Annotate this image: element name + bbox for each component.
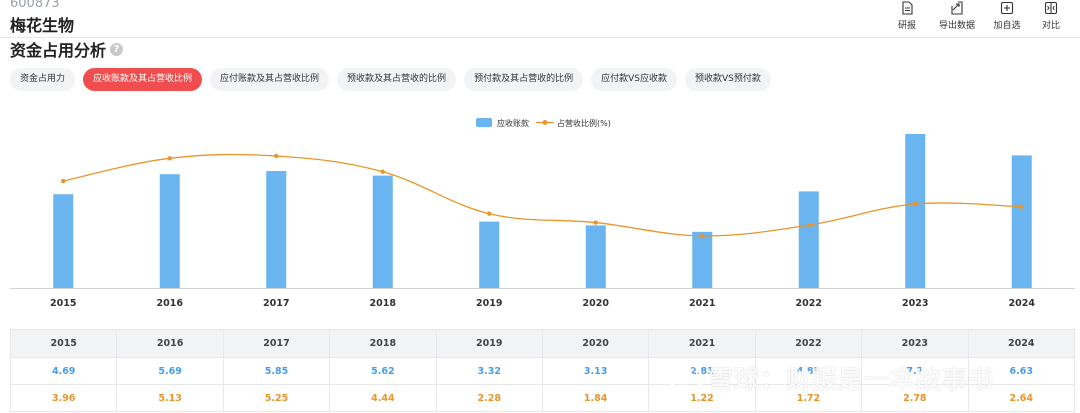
stock-name: 梅花生物	[10, 16, 75, 35]
tab-payables-vs-receivables[interactable]: 应付款VS应收款	[591, 68, 677, 91]
bar-receivables	[692, 231, 713, 288]
table-row-ratio: 3.96 5.13 5.25 4.44 2.28 1.84 1.22 1.72 2.78 2.64	[9, 384, 1076, 412]
table-cell-year: 2017	[222, 329, 331, 358]
table-cell-year: 2021	[648, 329, 756, 358]
data-table: 2015 2016 2017 2018 2019 2020 2021 2022 2023 2024…	[9, 329, 1076, 412]
stock-code: 600873	[10, 0, 60, 11]
table-cell-receivables: 6.63	[967, 357, 1076, 385]
point-ratio	[167, 156, 172, 161]
help-icon[interactable]: ?	[110, 42, 124, 56]
table-cell-ratio: 2.78	[861, 384, 969, 412]
tab-receivables-ratio[interactable]: 应收账款及其占营收比例	[83, 68, 203, 91]
x-tick-label: 2018	[370, 298, 397, 309]
point-ratio	[700, 233, 705, 239]
table-cell-ratio: 2.64	[967, 384, 1076, 412]
table-row-receivables: 4.69 5.69 5.85 5.62 3.32 3.13 2.81 4.83 7.7 6.63	[9, 357, 1076, 385]
table-cell-year: 2019	[435, 329, 543, 358]
compare-icon	[1044, 1, 1058, 15]
tab-advance-receipts-ratio[interactable]: 预收款及其占营收的比例	[337, 68, 457, 91]
export-data-button[interactable]: 导出数据	[930, 0, 984, 34]
table-cell-receivables: 4.69	[9, 357, 118, 385]
tab-payables-ratio[interactable]: 应付账款及其占营收比例	[210, 68, 330, 91]
receivables-chart: 应收账款 占营收比例(%) 2015 2016 2017 2018 2019 2020 2021…	[10, 118, 1075, 309]
table-cell-year: 2024	[967, 329, 1076, 358]
bar-receivables	[798, 191, 819, 288]
legend-swatch-dot	[542, 120, 548, 125]
legend-label-bar: 应收账款	[497, 118, 529, 128]
research-report-label: 研报	[897, 21, 916, 31]
table-cell-ratio: 5.13	[116, 384, 224, 412]
table-cell-ratio: 1.72	[754, 384, 863, 412]
bar-receivables	[372, 175, 393, 288]
point-ratio	[487, 211, 492, 216]
table-cell-year: 2015	[9, 329, 118, 358]
table-cell-receivables: 5.62	[329, 357, 437, 385]
table-cell-ratio: 1.84	[541, 384, 650, 412]
x-tick-label: 2023	[902, 298, 928, 309]
x-tick-label: 2015	[50, 298, 76, 309]
compare-button[interactable]: 对比	[1030, 0, 1072, 34]
x-tick-label: 2022	[796, 298, 822, 309]
point-ratio	[913, 201, 918, 207]
table-cell-year: 2016	[116, 329, 224, 358]
point-ratio	[61, 178, 66, 184]
x-tick-label: 2016	[157, 298, 184, 309]
table-cell-ratio: 2.28	[435, 384, 543, 412]
x-tick-label: 2024	[1009, 298, 1036, 309]
research-report-icon	[902, 1, 913, 15]
table-cell-ratio: 5.25	[222, 384, 331, 412]
table-cell-year: 2022	[754, 329, 863, 358]
x-tick-label: 2019	[476, 298, 502, 309]
table-cell-ratio: 3.96	[9, 384, 118, 412]
compare-label: 对比	[1041, 21, 1060, 31]
table-cell-year: 2020	[541, 329, 650, 358]
add-watchlist-button[interactable]: 加自选	[986, 0, 1028, 34]
point-ratio	[593, 220, 598, 225]
toolbar: 研报 导出数据 加自选 对比	[884, 0, 1072, 34]
export-icon	[951, 1, 963, 15]
point-ratio	[274, 153, 279, 159]
x-tick-label: 2017	[263, 298, 289, 309]
section-title-text: 资金占用分析	[10, 41, 107, 60]
table-cell-receivables: 7.7	[861, 357, 969, 385]
table-cell-ratio: 1.22	[648, 384, 756, 412]
export-data-label: 导出数据	[938, 21, 975, 31]
tab-capital-occupation[interactable]: 资金占用力	[10, 68, 76, 91]
legend-swatch-bar	[476, 118, 492, 127]
table-cell-ratio: 4.44	[329, 384, 437, 412]
add-watchlist-icon	[1000, 1, 1014, 15]
table-row-years: 2015 2016 2017 2018 2019 2020 2021 2022 2023 2024	[9, 329, 1076, 358]
table-cell-receivables: 5.85	[222, 357, 331, 385]
line-ratio	[63, 153, 1022, 237]
bar-receivables	[479, 221, 500, 288]
research-report-button[interactable]: 研报	[886, 0, 928, 34]
bar-receivables	[266, 171, 287, 288]
table-cell-receivables: 3.32	[435, 357, 543, 385]
table-cell-receivables: 3.13	[541, 357, 650, 385]
x-tick-label: 2020	[583, 298, 610, 309]
table-cell-year: 2018	[329, 329, 437, 358]
tab-receipts-vs-prepayments[interactable]: 预收款VS预付款	[684, 68, 771, 91]
table-cell-receivables: 4.83	[754, 357, 863, 385]
stock-header: 600873 梅花生物 研报 导出数据 加自选	[0, 0, 1080, 38]
bar-receivables	[159, 174, 180, 288]
legend-label-line: 占营收比例(%)	[557, 118, 611, 128]
point-ratio	[806, 222, 811, 228]
table-cell-receivables: 5.69	[116, 357, 224, 385]
add-watchlist-label: 加自选	[993, 21, 1021, 31]
point-ratio	[1019, 204, 1024, 209]
table-cell-receivables: 2.81	[648, 357, 756, 385]
point-ratio	[380, 169, 385, 174]
section-title: 资金占用分析 ?	[10, 37, 124, 61]
bar-receivables	[1011, 155, 1032, 288]
table-cell-year: 2023	[861, 329, 969, 358]
bar-receivables	[585, 225, 606, 288]
analysis-tabs: 资金占用力 应收账款及其占营收比例 应付账款及其占营收比例 预收款及其占营收的比…	[10, 68, 779, 91]
x-tick-label: 2021	[689, 298, 715, 309]
bar-receivables	[53, 194, 74, 288]
tab-prepayments-ratio[interactable]: 预付款及其占营收的比例	[464, 68, 584, 91]
bar-receivables	[905, 134, 926, 288]
